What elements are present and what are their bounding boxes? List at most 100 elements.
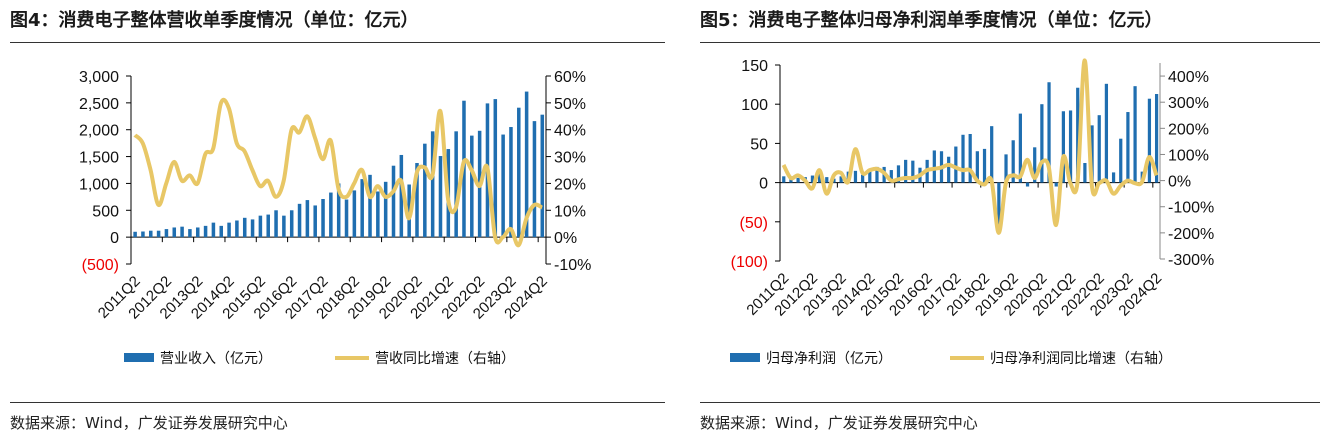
legend-bar-label: 营业收入（亿元） <box>160 350 272 366</box>
bar <box>1104 83 1109 183</box>
bar <box>141 231 145 238</box>
right-tick-label: 60% <box>554 69 586 86</box>
bar <box>990 126 994 183</box>
bar <box>282 215 286 238</box>
chart-title-left: 图4：消费电子整体营收单季度情况（单位：亿元） <box>10 10 419 31</box>
bar <box>423 143 427 238</box>
bar <box>839 176 843 183</box>
legend-bar-swatch <box>124 353 154 362</box>
growth-line <box>781 58 1159 235</box>
bar <box>1154 94 1159 183</box>
left-tick-label: 50 <box>750 136 768 153</box>
bar <box>1040 104 1044 183</box>
bar <box>810 175 815 183</box>
bar <box>274 210 278 238</box>
bar <box>360 179 364 238</box>
bar <box>875 166 879 183</box>
bar <box>861 174 865 183</box>
bar <box>1076 87 1080 183</box>
bar <box>982 148 987 183</box>
bar <box>391 165 396 238</box>
bar <box>250 219 255 238</box>
left-tick-label: 2,000 <box>79 123 119 140</box>
bar <box>289 210 294 238</box>
bar <box>172 227 177 238</box>
bar <box>344 199 349 238</box>
right-tick-label: 50% <box>554 96 586 113</box>
bar <box>376 191 380 238</box>
bar <box>305 200 310 238</box>
bar <box>1004 154 1008 183</box>
bar <box>1025 182 1030 187</box>
bar <box>796 177 800 183</box>
right-tick-label: 40% <box>554 123 586 140</box>
left-tick-label: (100) <box>731 254 768 271</box>
bar <box>415 163 419 238</box>
left-tick-label: 150 <box>741 58 768 75</box>
bar <box>266 214 270 238</box>
left-tick-label: 100 <box>741 97 768 114</box>
left-tick-label: 0 <box>759 176 768 193</box>
right-tick-label: 400% <box>1168 69 1209 86</box>
source-right: 数据来源：Wind，广发证券发展研究中心 <box>700 414 978 432</box>
growth-line <box>133 97 544 248</box>
left-tick-label: 1,500 <box>79 150 119 167</box>
bar <box>235 220 239 238</box>
right-tick-label: 0% <box>554 230 577 247</box>
bar <box>1133 86 1137 183</box>
left-tick-label: 1,000 <box>79 176 119 193</box>
legend-bar-swatch <box>730 353 760 362</box>
right-tick-label: 200% <box>1168 121 1209 138</box>
chart-title-right: 图5：消费电子整体归母净利润单季度情况（单位：亿元） <box>700 10 1163 31</box>
left-tick-label: 2,500 <box>79 96 119 113</box>
right-tick-label: 20% <box>554 176 586 193</box>
bar <box>1083 163 1087 183</box>
bar <box>1011 140 1015 183</box>
legend-bar-label: 归母净利润（亿元） <box>766 350 892 366</box>
bar <box>961 134 965 183</box>
bar <box>149 230 153 238</box>
bar <box>968 133 972 183</box>
chart-net-profit: (100) (50) 0 50 100 150 -300% -200% -100% 0% 100% 2… <box>730 58 1214 366</box>
right-tick-label: 30% <box>554 150 586 167</box>
bar <box>1090 125 1094 183</box>
source-rule <box>10 402 665 403</box>
bar <box>517 107 521 238</box>
bar <box>321 199 325 238</box>
bar <box>1111 172 1116 183</box>
bar <box>1126 112 1130 183</box>
bar <box>501 134 505 238</box>
title-rule <box>700 42 1320 43</box>
legend-line-label: 归母净利润同比增速（右轴） <box>990 350 1172 366</box>
bar <box>383 181 388 238</box>
bar <box>329 192 333 238</box>
left-tick-label: 0 <box>110 230 119 247</box>
bar <box>156 230 161 238</box>
bar <box>540 114 545 238</box>
left-tick-label: (50) <box>740 215 768 232</box>
bar <box>818 170 822 183</box>
bar <box>188 229 192 238</box>
bar <box>1119 138 1123 183</box>
bar <box>947 156 951 183</box>
bar <box>1147 98 1152 183</box>
bar <box>954 146 958 183</box>
bar <box>195 227 200 238</box>
bar <box>911 160 915 183</box>
bar <box>825 177 829 183</box>
bar <box>782 176 786 183</box>
bar <box>336 183 341 238</box>
bar <box>399 154 404 238</box>
chart-revenue: (500) 0 500 1,000 1,500 2,000 2,500 3,000 -10% 0%… <box>79 69 591 366</box>
bar <box>438 156 443 238</box>
bar <box>1033 147 1037 183</box>
bar <box>164 229 169 238</box>
bar <box>203 225 208 238</box>
left-tick-label: 3,000 <box>79 69 119 86</box>
right-tick-label: 300% <box>1168 95 1209 112</box>
bar <box>258 215 263 238</box>
source-left: 数据来源：Wind，广发证券发展研究中心 <box>10 414 288 432</box>
bar <box>297 203 302 238</box>
bar <box>313 205 317 238</box>
bar <box>904 159 908 183</box>
